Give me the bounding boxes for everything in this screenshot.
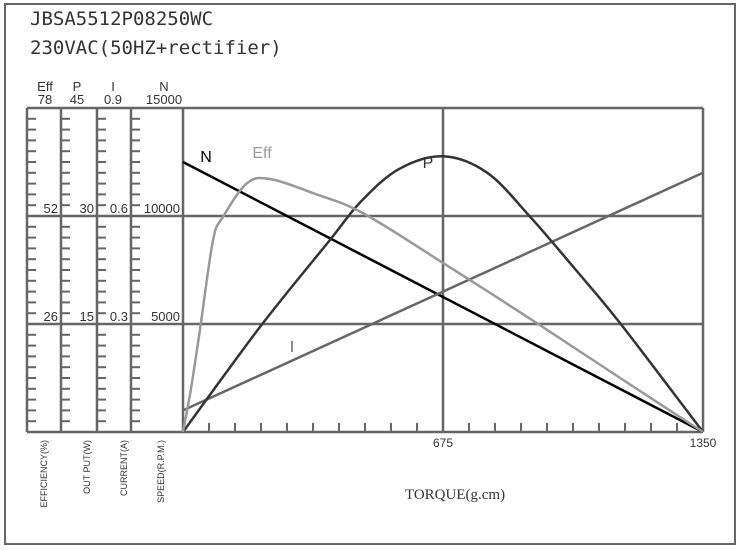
axis-name-i: I <box>111 79 115 94</box>
chart-frame <box>4 3 736 545</box>
x-tick-label: 1350 <box>690 436 717 450</box>
series-label-n: N <box>200 149 212 166</box>
model-title: JBSA5512P08250WC <box>30 8 214 30</box>
series-line-n <box>182 160 704 434</box>
axis-tick-label: 5000 <box>151 309 180 324</box>
axis-max-label: 15000 <box>146 92 182 107</box>
axis-tick-label: 30 <box>80 201 94 216</box>
axis-tick-label: 0.3 <box>110 309 128 324</box>
axis-name-n: N <box>159 79 168 94</box>
axis-name-p: P <box>73 79 82 94</box>
series-label-eff: Eff <box>252 145 272 162</box>
supply-subtitle: 230VAC(50HZ+rectifier) <box>30 37 282 59</box>
series-label-i: I <box>290 339 294 356</box>
series-label-p: P <box>423 155 434 172</box>
axis-tick-label: 0.6 <box>110 201 128 216</box>
axis-title-p: OUT PUT(W) <box>82 440 92 494</box>
series-line-i <box>182 171 704 412</box>
axis-max-label: 78 <box>38 92 52 107</box>
axis-tick-label: 52 <box>44 201 58 216</box>
axis-title-eff: EFFICIENCY(%) <box>39 440 49 508</box>
axis-tick-label: 10000 <box>144 201 180 216</box>
x-tick-label: 675 <box>433 436 453 450</box>
axis-title-i: CURRENT(A) <box>119 440 129 496</box>
axis-tick-label: 15 <box>80 309 94 324</box>
axis-title-n: SPEED(R.P.M.) <box>156 440 166 503</box>
axis-name-eff: Eff <box>37 79 53 94</box>
axis-max-label: 0.9 <box>104 92 122 107</box>
axis-tick-label: 26 <box>44 309 58 324</box>
x-axis-title: TORQUE(g.cm) <box>405 487 505 503</box>
series-line-p <box>181 154 704 433</box>
series-line-eff <box>181 176 704 434</box>
axis-max-label: 45 <box>70 92 84 107</box>
